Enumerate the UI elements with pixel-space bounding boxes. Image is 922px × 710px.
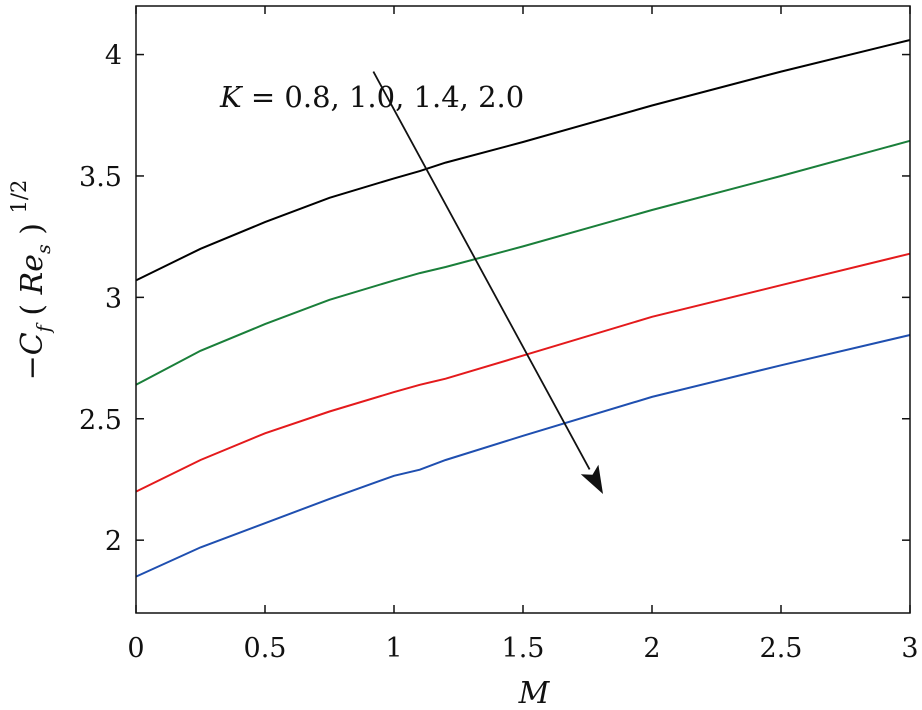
ylabel-c: C — [15, 332, 50, 355]
ylabel-s-subscript: s — [33, 244, 55, 254]
k-annotation-values: 0.8, 1.0, 1.4, 2.0 — [284, 80, 524, 114]
ylabel-close-paren: ) — [15, 223, 50, 235]
series-layer — [135, 39, 911, 578]
y-tick-label: 2 — [105, 526, 122, 557]
ylabel-exponent: 1/2 — [7, 180, 31, 214]
y-tick-label: 2.5 — [79, 405, 122, 436]
series-line-2 — [135, 139, 911, 386]
x-tick-label: 0.5 — [244, 633, 287, 664]
y-tick-label: 3.5 — [79, 162, 122, 193]
ylabel-f-subscript: f — [33, 322, 55, 334]
x-tick-label: 2 — [643, 633, 660, 664]
series-line-4 — [135, 334, 911, 578]
annotation-arrow-head — [580, 464, 603, 494]
annotation-layer: K = 0.8, 1.0, 1.4, 2.0 — [219, 71, 603, 494]
ylabel-minus: − — [15, 355, 50, 380]
x-tick-label: 3 — [901, 633, 918, 664]
k-annotation: K = 0.8, 1.0, 1.4, 2.0 — [219, 80, 524, 114]
y-axis-label: −Cf ( Res ) 1/2 — [7, 180, 55, 381]
svg-text:−Cf ( Res ) 1/2: −Cf ( Res ) 1/2 — [7, 180, 55, 381]
annotation-arrow-shaft — [372, 71, 591, 470]
ylabel-re: Re — [15, 254, 50, 295]
x-tick-label: 1 — [385, 633, 402, 664]
y-tick-label: 4 — [105, 41, 122, 72]
x-axis-label: M — [518, 676, 551, 710]
axes-layer: 0 0.5 1 1.5 2 2.5 3 2 2.5 3 3.5 4 — [79, 5, 919, 664]
x-tick-label: 1.5 — [502, 633, 545, 664]
ylabel-open-paren: ( — [15, 304, 50, 316]
k-annotation-eq: = — [242, 80, 285, 114]
k-annotation-var: K — [219, 80, 244, 114]
series-line-3 — [135, 252, 911, 493]
x-tick-label: 2.5 — [760, 633, 803, 664]
series-line-1 — [135, 39, 911, 282]
y-tick-label: 3 — [105, 283, 122, 314]
x-tick-label: 0 — [127, 633, 144, 664]
